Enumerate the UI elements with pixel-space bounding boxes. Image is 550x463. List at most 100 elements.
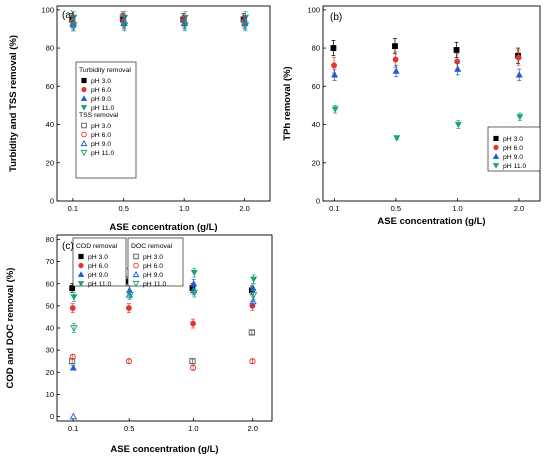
legend: Turbidity removal pH 3.0 pH 6.0 pH 9.0 pH 11… [75,61,137,179]
series-ph-9-0 [69,278,257,371]
series-ph-3-0 [68,11,247,26]
legend-entry: pH 11.0 [143,281,167,288]
y-tick-label: 40 [46,120,54,129]
legend-group-title: Turbidity removal [79,67,131,74]
series-ph-3-0 [69,13,247,26]
legend: COD removal pH 3.0 pH 6.0 pH 9.0 pH 11.0 [72,237,127,288]
legend-marker [492,163,500,169]
plot-frame [322,5,541,202]
y-tick-label: 40 [46,324,54,333]
legend-entry: pH 6.0 [91,87,111,94]
x-tick-label: 0.1 [68,204,78,213]
series-ph-9-0 [331,63,523,81]
legend-marker [132,280,140,288]
legend-entry: pH 3.0 [503,136,523,143]
y-tick-label: 60 [312,82,320,91]
legend: DOC removal pH 3.0 pH 6.0 pH 9.0 pH 11.0 [127,237,184,288]
data-point [454,65,462,72]
y-tick-label: 40 [312,120,320,129]
data-point [181,22,189,30]
x-axis-title: ASE concentration (g/L) [377,216,485,227]
data-point [331,62,337,69]
panel-b-chart: 0 20 40 60 80 100 0.1 0.5 1.0 2.0 ASE concentratio… [282,5,541,227]
data-point [250,276,258,283]
data-point [241,18,248,25]
legend-entry: pH 11.0 [88,281,112,288]
data-point [120,18,127,25]
x-tick-label: 2.0 [239,204,249,213]
x-tick-label: 1.0 [452,204,462,213]
data-point [392,67,400,74]
x-tick-label: 0.1 [68,424,78,433]
data-point [70,294,78,301]
y-tick-label: 80 [46,235,54,244]
series-ph-3-0 [69,276,255,365]
legend: pH 3.0 pH 6.0 pH 9.0 pH 11.0 [487,126,541,172]
legend-entry: pH 3.0 [91,123,111,130]
x-tick-label: 0.5 [124,424,134,433]
legend-marker [132,270,140,278]
series-ph-6-0 [69,353,256,371]
x-tick-label: 0.5 [391,204,401,213]
legend-entry: pH 9.0 [91,96,111,103]
x-tick-label: 2.0 [248,424,258,433]
y-tick-label: 0 [50,412,54,421]
data-point [125,358,132,365]
legend-marker [80,149,88,157]
data-point [516,114,524,121]
legend-entry: pH 11.0 [91,150,115,157]
data-point [120,22,129,30]
y-tick-label: 20 [312,158,320,167]
legend-entry: pH 6.0 [91,132,111,139]
legend-marker [133,253,139,260]
legend-entry: pH 9.0 [503,154,523,161]
legend-marker [80,139,88,147]
legend-entry: pH 3.0 [91,78,111,85]
data-point [190,364,197,371]
legend-entry: pH 3.0 [143,254,163,261]
legend-group-title: TSS removal [79,112,119,119]
data-point [69,285,76,292]
series-ph-6-0 [69,301,256,329]
data-point [69,353,76,360]
legend-group-title: COD removal [76,243,118,250]
data-point [392,56,399,63]
data-point [69,18,76,25]
legend-marker [493,144,499,151]
legend-entry: pH 6.0 [503,145,523,152]
data-point [331,71,339,78]
y-tick-label: 50 [46,301,54,310]
data-point [70,325,78,332]
data-point [189,358,196,365]
legend-marker [80,105,88,111]
legend-entry: pH 9.0 [91,141,111,148]
legend-box [72,237,127,287]
data-point [249,358,256,365]
legend-marker [78,262,84,269]
legend-entry: pH 9.0 [143,272,163,279]
y-tick-label: 10 [46,390,54,399]
y-tick-label: 80 [312,44,320,53]
legend-marker [81,77,87,84]
data-point [126,291,134,299]
panel-c-chart: 0 10 20 30 40 50 60 70 80 0.1 0.5 1.0 2.0 ASE concent… [5,234,273,455]
data-point [190,320,196,327]
x-tick-label: 2.0 [514,204,524,213]
series-ph-9-0 [69,285,257,420]
data-point [453,47,460,53]
series-ph-11-0 [70,287,258,333]
y-tick-label: 60 [46,279,54,288]
legend-entry: pH 6.0 [88,263,108,270]
x-tick-label: 1.0 [179,204,189,213]
data-point [241,22,250,30]
series-ph-9-0 [69,17,249,30]
data-point [249,291,258,299]
x-axis-title: ASE concentration (g/L) [109,222,217,233]
x-tick-label: 1.0 [188,424,198,433]
panel-a-chart: 0 20 40 60 80 100 0.1 0.5 1.0 2.0 ASE concentratio… [8,5,271,233]
data-point [190,269,198,277]
legend-marker [78,253,84,260]
data-point [69,305,76,311]
legend-entry: pH 11.0 [503,163,527,170]
